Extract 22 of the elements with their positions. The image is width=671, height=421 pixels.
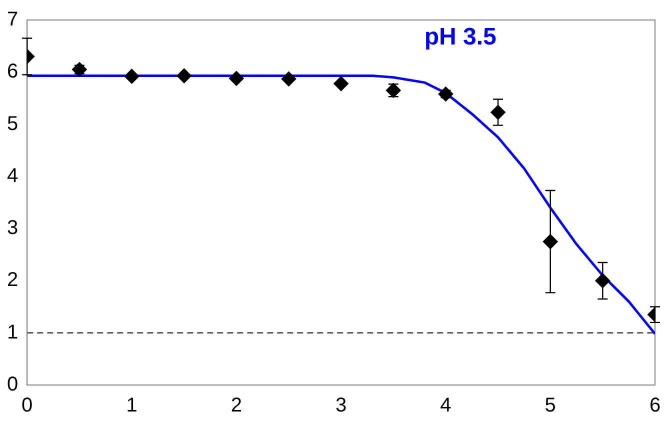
- y-tick-label: 3: [7, 217, 18, 240]
- x-tick-label: 2: [230, 394, 242, 417]
- y-tick-label: 1: [7, 321, 18, 344]
- point: [176, 68, 192, 84]
- y-tick-label: 4: [7, 164, 18, 187]
- x-tick-label: 1: [126, 394, 138, 417]
- point: [334, 76, 349, 92]
- y-tick-label: 0: [7, 374, 18, 396]
- point: [72, 62, 87, 78]
- x-tick-label: 4: [440, 394, 452, 417]
- y-tick-label: 6: [7, 60, 18, 83]
- x-tick-label: 5: [544, 394, 556, 417]
- point: [228, 70, 244, 86]
- point: [124, 68, 140, 84]
- x-tick-label: 0: [22, 394, 33, 417]
- y-tick-label: 2: [7, 269, 18, 292]
- x-tick-label: 3: [336, 394, 347, 417]
- point: [281, 71, 296, 86]
- y-tick-label: 7: [7, 8, 18, 31]
- annotation: pH 3.5: [424, 24, 496, 51]
- x-tick-label: 6: [649, 394, 661, 417]
- y-tick-label: 5: [7, 112, 18, 135]
